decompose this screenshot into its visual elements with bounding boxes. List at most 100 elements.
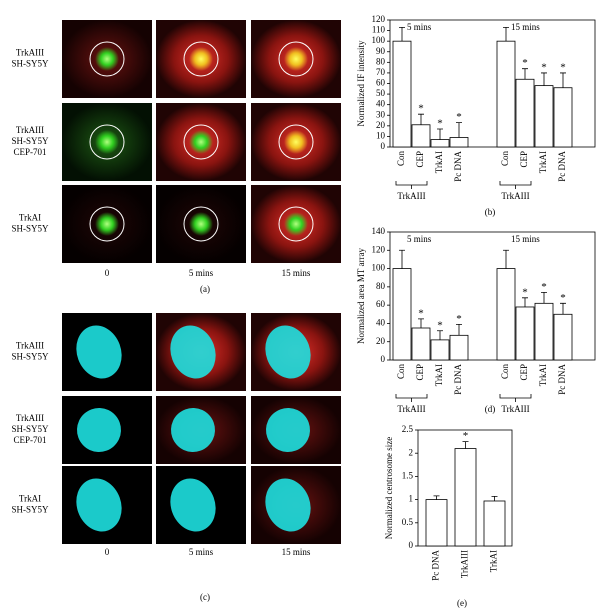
ring — [183, 124, 219, 160]
y-tick-label: 110 — [372, 25, 386, 35]
x-tick-label: CEP — [415, 364, 425, 381]
spot — [284, 130, 308, 154]
row-label: TrkAIII — [16, 413, 44, 423]
error-bar — [456, 323, 462, 336]
y-axis-label: Normalized area MT array — [356, 247, 366, 344]
significance-marker: * — [560, 292, 566, 304]
bracket-label: TrkAIII — [397, 191, 425, 201]
y-tick-label: 60 — [376, 78, 386, 88]
y-tick-label: 20 — [376, 336, 386, 346]
panel-label: (e) — [457, 598, 467, 608]
y-axis-label: Normalized centrosome size — [384, 437, 394, 539]
significance-marker: * — [418, 307, 424, 319]
row-label: SH-SY5Y — [11, 224, 49, 234]
row-label: TrkAIII — [16, 125, 44, 135]
x-tick-label: TrkAI — [489, 550, 499, 572]
bar — [430, 139, 450, 148]
x-tick-label: CEP — [519, 364, 529, 381]
x-tick-label: Pc DNA — [453, 151, 463, 182]
y-tick-label: 50 — [376, 88, 386, 98]
ring — [278, 41, 314, 77]
significance-marker: * — [418, 103, 424, 115]
bracket-label: TrkAIII — [397, 404, 425, 414]
error-bar — [503, 249, 509, 269]
bar — [553, 313, 573, 361]
significance-marker: * — [456, 313, 462, 325]
nucleus — [170, 325, 216, 379]
x-tick-label: Con — [500, 364, 510, 380]
y-tick-label: 0 — [381, 141, 386, 151]
x-tick-label: TrkAI — [434, 364, 444, 386]
significance-marker: * — [541, 281, 547, 293]
error-bar — [433, 495, 440, 500]
row-label: SH-SY5Y — [11, 352, 49, 362]
y-tick-label: 80 — [376, 281, 386, 291]
error-bar — [437, 128, 443, 140]
ring — [278, 206, 314, 242]
y-tick-label: 60 — [376, 299, 386, 309]
nucleus — [266, 408, 310, 452]
nucleus — [77, 408, 121, 452]
bar — [411, 327, 431, 361]
error-bar — [456, 122, 462, 138]
spot — [189, 212, 213, 236]
bar — [515, 78, 535, 148]
y-tick-label: 120 — [372, 14, 386, 24]
nucleus — [265, 325, 311, 379]
x-tick-label: TrkAI — [538, 364, 548, 386]
significance-marker: * — [522, 286, 528, 298]
x-tick-label: Con — [500, 151, 510, 167]
col-label: 15 mins — [282, 547, 311, 557]
significance-marker: * — [437, 319, 443, 331]
x-tick-label: CEP — [415, 151, 425, 168]
error-bar — [560, 72, 566, 88]
ring — [89, 206, 125, 242]
col-label: 0 — [105, 268, 110, 278]
spot — [95, 47, 119, 71]
col-label: 5 mins — [189, 547, 214, 557]
spot — [95, 130, 119, 154]
spot — [284, 212, 308, 236]
y-tick-label: 0.5 — [402, 517, 414, 527]
col-label: 0 — [105, 547, 110, 557]
nucleus — [76, 325, 122, 379]
bar — [496, 268, 516, 361]
x-tick-label: TrkAI — [434, 151, 444, 173]
row-label: TrkAI — [19, 213, 41, 223]
bar — [534, 302, 554, 361]
col-label: 15 mins — [282, 268, 311, 278]
nucleus — [171, 408, 215, 452]
row-label: SH-SY5Y — [11, 424, 49, 434]
error-bar — [522, 68, 528, 80]
ring — [278, 124, 314, 160]
row-label: TrkAIII — [16, 48, 44, 58]
plot-frame — [389, 231, 596, 361]
nucleus — [76, 478, 122, 532]
x-tick-label: CEP — [519, 151, 529, 168]
y-tick-label: 40 — [376, 317, 386, 327]
x-tick-label: Pc DNA — [557, 151, 567, 182]
spot — [95, 212, 119, 236]
bar — [449, 137, 469, 148]
x-tick-label: Pc DNA — [453, 364, 463, 395]
y-tick-label: 1.5 — [402, 470, 414, 480]
significance-marker: * — [522, 57, 528, 69]
y-tick-label: 40 — [376, 99, 386, 109]
x-tick-label: TrkAIII — [460, 550, 470, 578]
bracket — [395, 181, 428, 189]
bar — [515, 306, 535, 361]
bracket-label: TrkAIII — [501, 191, 529, 201]
bracket-label: TrkAIII — [501, 404, 529, 414]
group-label: 15 mins — [511, 234, 540, 244]
error-bar — [491, 495, 498, 501]
y-tick-label: 80 — [376, 56, 386, 66]
bracket — [499, 181, 532, 189]
spot — [189, 47, 213, 71]
bracket — [499, 394, 532, 402]
x-tick-label: Con — [396, 151, 406, 167]
error-bar — [541, 72, 547, 86]
error-bar — [399, 27, 405, 42]
col-label: 5 mins — [189, 268, 214, 278]
panel-label: (a) — [200, 284, 210, 294]
